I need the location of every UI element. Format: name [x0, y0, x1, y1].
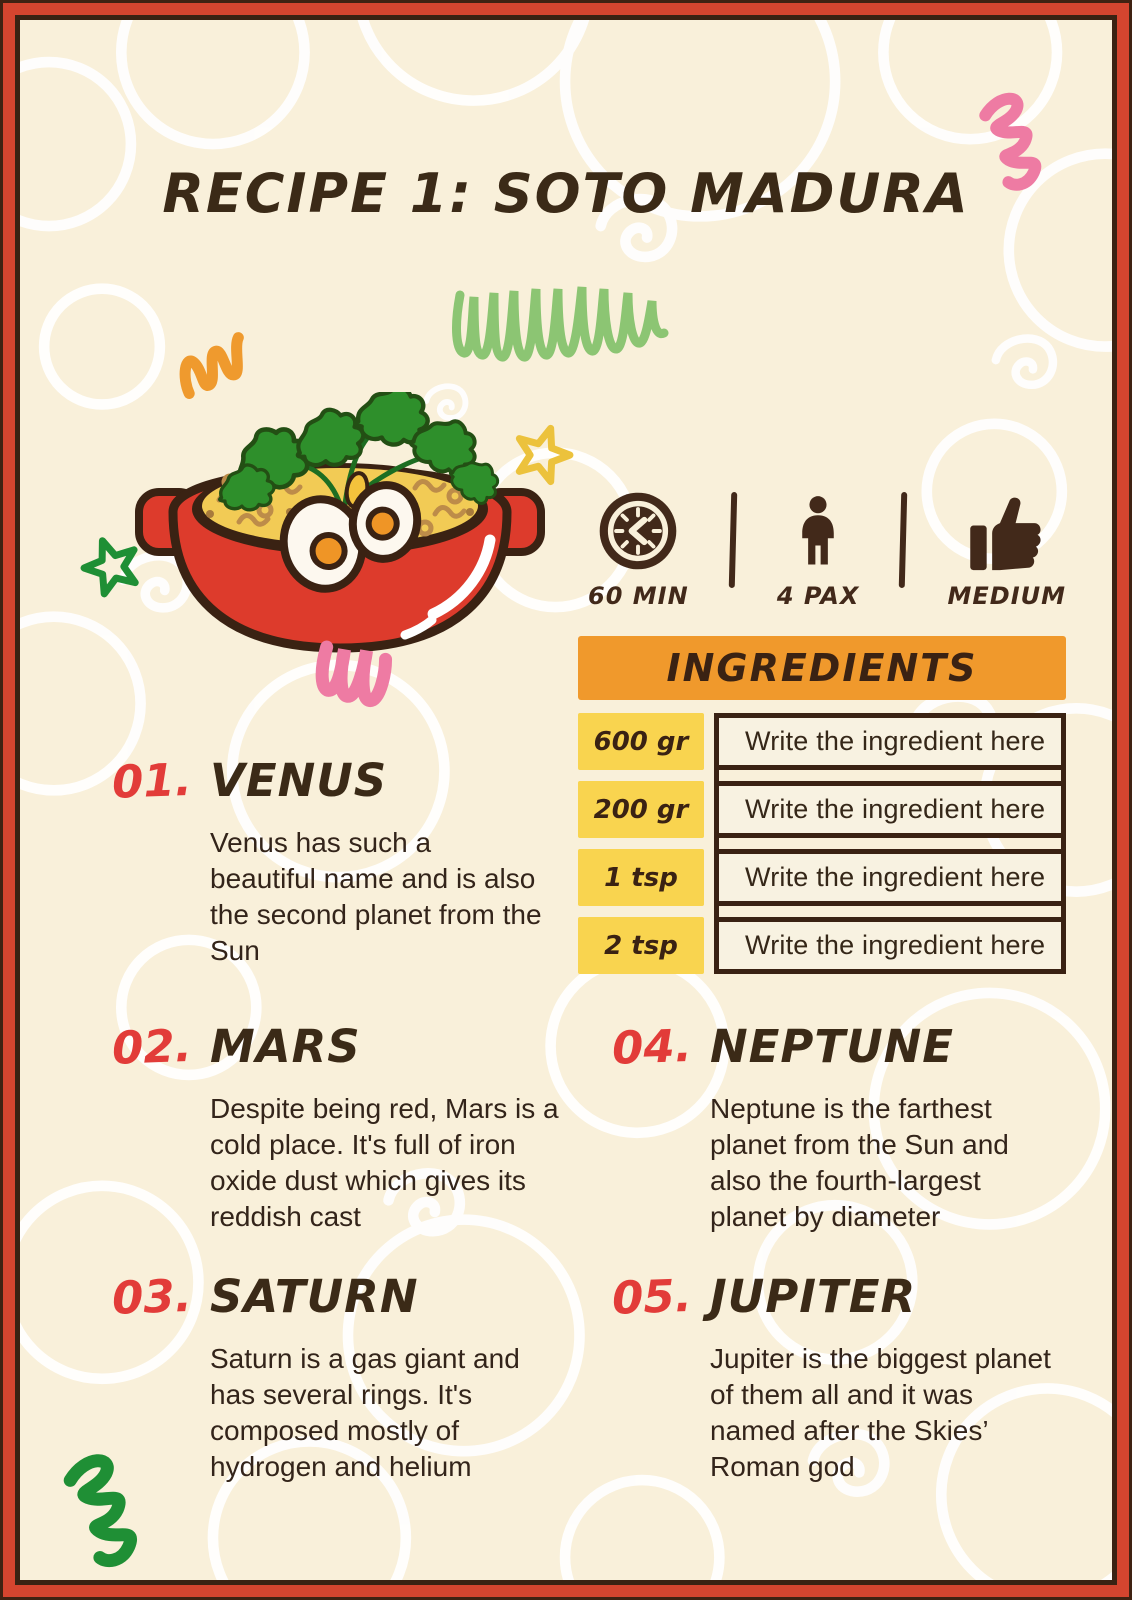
section-body: Venus has such a beautiful name and is a… — [210, 827, 542, 966]
meta-servings: 4 PAX — [777, 488, 860, 610]
meta-servings-label: 4 PAX — [776, 582, 860, 610]
section-title: VENUS — [210, 754, 388, 807]
meta-divider — [728, 491, 737, 589]
meta-time-label: 60 MIN — [588, 582, 689, 610]
quantity-cell: 2 tsp — [578, 917, 704, 974]
thumbs-up-icon — [970, 497, 1041, 571]
section-title: NEPTUNE — [710, 1020, 955, 1073]
recipe-meta-row: 60 MIN 4 PAX — [588, 488, 1066, 610]
section-number: 03. — [111, 1268, 193, 1325]
section-venus: 01. VENUS Venus has such a beautiful nam… — [111, 752, 542, 969]
yellow-star-doodle — [515, 424, 574, 486]
quantity-column: 600 gr 200 gr 1 tsp 2 tsp — [578, 713, 704, 974]
section-saturn: 03. SATURN Saturn is a gas giant and has… — [111, 1268, 562, 1485]
section-body: Despite being red, Mars is a cold place.… — [210, 1093, 559, 1232]
ingredients-table: INGREDIENTS 600 gr 200 gr 1 tsp 2 tsp Wr… — [578, 636, 1066, 974]
section-title: SATURN — [210, 1270, 419, 1323]
ingredient-column: Write the ingredient here Write the ingr… — [714, 713, 1066, 974]
section-jupiter: 05. JUPITER Jupiter is the biggest plane… — [611, 1268, 1062, 1485]
green-underline-scribble-doodle — [452, 286, 669, 362]
pink-w-scribble-doodle — [315, 640, 393, 707]
orange-zigzag-doodle — [179, 332, 244, 400]
ingredients-grid: 600 gr 200 gr 1 tsp 2 tsp Write the ingr… — [578, 713, 1066, 974]
section-number: 02. — [111, 1018, 193, 1075]
quantity-cell: 200 gr — [578, 781, 704, 838]
ingredient-placeholder[interactable]: Write the ingredient here — [719, 849, 1061, 906]
section-number: 01. — [111, 752, 193, 809]
meta-difficulty: MEDIUM — [948, 488, 1067, 610]
section-body: Saturn is a gas giant and has several ri… — [210, 1343, 520, 1482]
person-icon — [802, 496, 834, 565]
ingredient-placeholder[interactable]: Write the ingredient here — [719, 781, 1061, 838]
ingredient-placeholder[interactable]: Write the ingredient here — [719, 713, 1061, 770]
soto-soup-bowl-illustration — [135, 392, 545, 653]
green-star-doodle — [80, 537, 139, 598]
ingredients-header: INGREDIENTS — [578, 636, 1066, 700]
meta-time: 60 MIN — [588, 488, 689, 610]
quantity-cell: 600 gr — [578, 713, 704, 770]
section-number: 05. — [611, 1268, 693, 1325]
quantity-cell: 1 tsp — [578, 849, 704, 906]
section-body: Neptune is the farthest planet from the … — [710, 1093, 1009, 1232]
section-body: Jupiter is the biggest planet of them al… — [710, 1343, 1051, 1482]
section-number: 04. — [611, 1018, 693, 1075]
meta-divider — [899, 491, 908, 589]
section-mars: 02. MARS Despite being red, Mars is a co… — [111, 1018, 562, 1235]
ingredient-placeholder[interactable]: Write the ingredient here — [719, 917, 1061, 974]
meta-difficulty-label: MEDIUM — [947, 582, 1066, 610]
section-title: MARS — [210, 1020, 361, 1073]
recipe-card-inner: RECIPE 1: SOTO MADURA — [15, 15, 1117, 1585]
clock-icon — [600, 492, 677, 570]
section-neptune: 04. NEPTUNE Neptune is the farthest plan… — [611, 1018, 1062, 1235]
section-title: JUPITER — [710, 1270, 917, 1323]
page-title: RECIPE 1: SOTO MADURA — [162, 162, 970, 225]
